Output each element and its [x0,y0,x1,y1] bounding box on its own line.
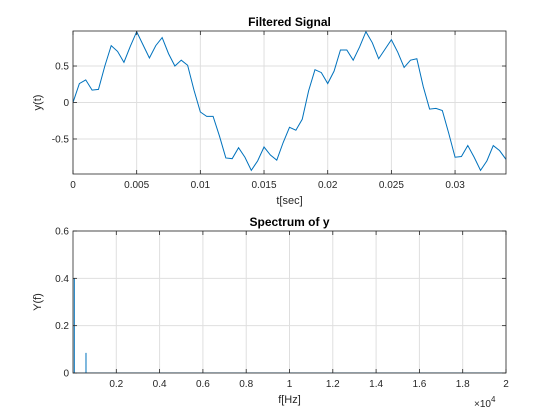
x-tick-label: 2 [503,379,509,390]
y-tick-label: 0 [63,369,69,380]
y-tick-label: 0.4 [55,274,69,285]
x-tick-label: 1.4 [369,379,383,390]
x-tick-label: 0.015 [252,180,277,191]
spectrum-axes: 0.2 0.4 0.6 0.8 1 1.2 1.4 1.6 1.8 2 0 0.2 0.4 0.6 Spec… [32,215,509,410]
x-tick-label: 1.2 [326,379,340,390]
series-line [73,278,506,373]
y-tick-label: 0.6 [55,227,69,238]
x-axis-label: f[Hz] [278,394,301,406]
filtered-signal-axes: 0 0.005 0.01 0.015 0.02 0.025 0.03 -0.5 0 0.5 Filt… [32,15,507,207]
chart-title: Spectrum of y [249,215,329,229]
x-tick-label: 0.02 [318,180,338,191]
x-tick-label: 0.005 [124,180,149,191]
x-tick-label: 0 [70,180,76,191]
x-tick-label: 0.025 [379,180,404,191]
x-tick-label: 0.8 [239,379,253,390]
x-tick-label: 1 [287,379,293,390]
x-tick-label: 0.4 [153,379,167,390]
x-axis-label: t[sec] [276,195,302,207]
x-tick-label: 1.6 [412,379,426,390]
chart-title: Filtered Signal [248,15,331,29]
x-exponent-label: ×104 [474,395,496,410]
series-line [73,31,506,172]
y-axis-label: Y(f) [32,293,44,311]
y-tick-label: 0 [63,98,69,109]
y-tick-label: 0.2 [55,321,69,332]
y-tick-label: 0.5 [55,62,69,73]
x-tick-label: 1.8 [456,379,470,390]
x-tick-label: 0.6 [196,379,210,390]
y-tick-label: -0.5 [52,134,70,145]
x-tick-label: 0.2 [109,379,123,390]
x-tick-label: 0.01 [191,180,211,191]
x-tick-label: 0.03 [445,180,465,191]
y-axis-label: y(t) [32,95,44,111]
